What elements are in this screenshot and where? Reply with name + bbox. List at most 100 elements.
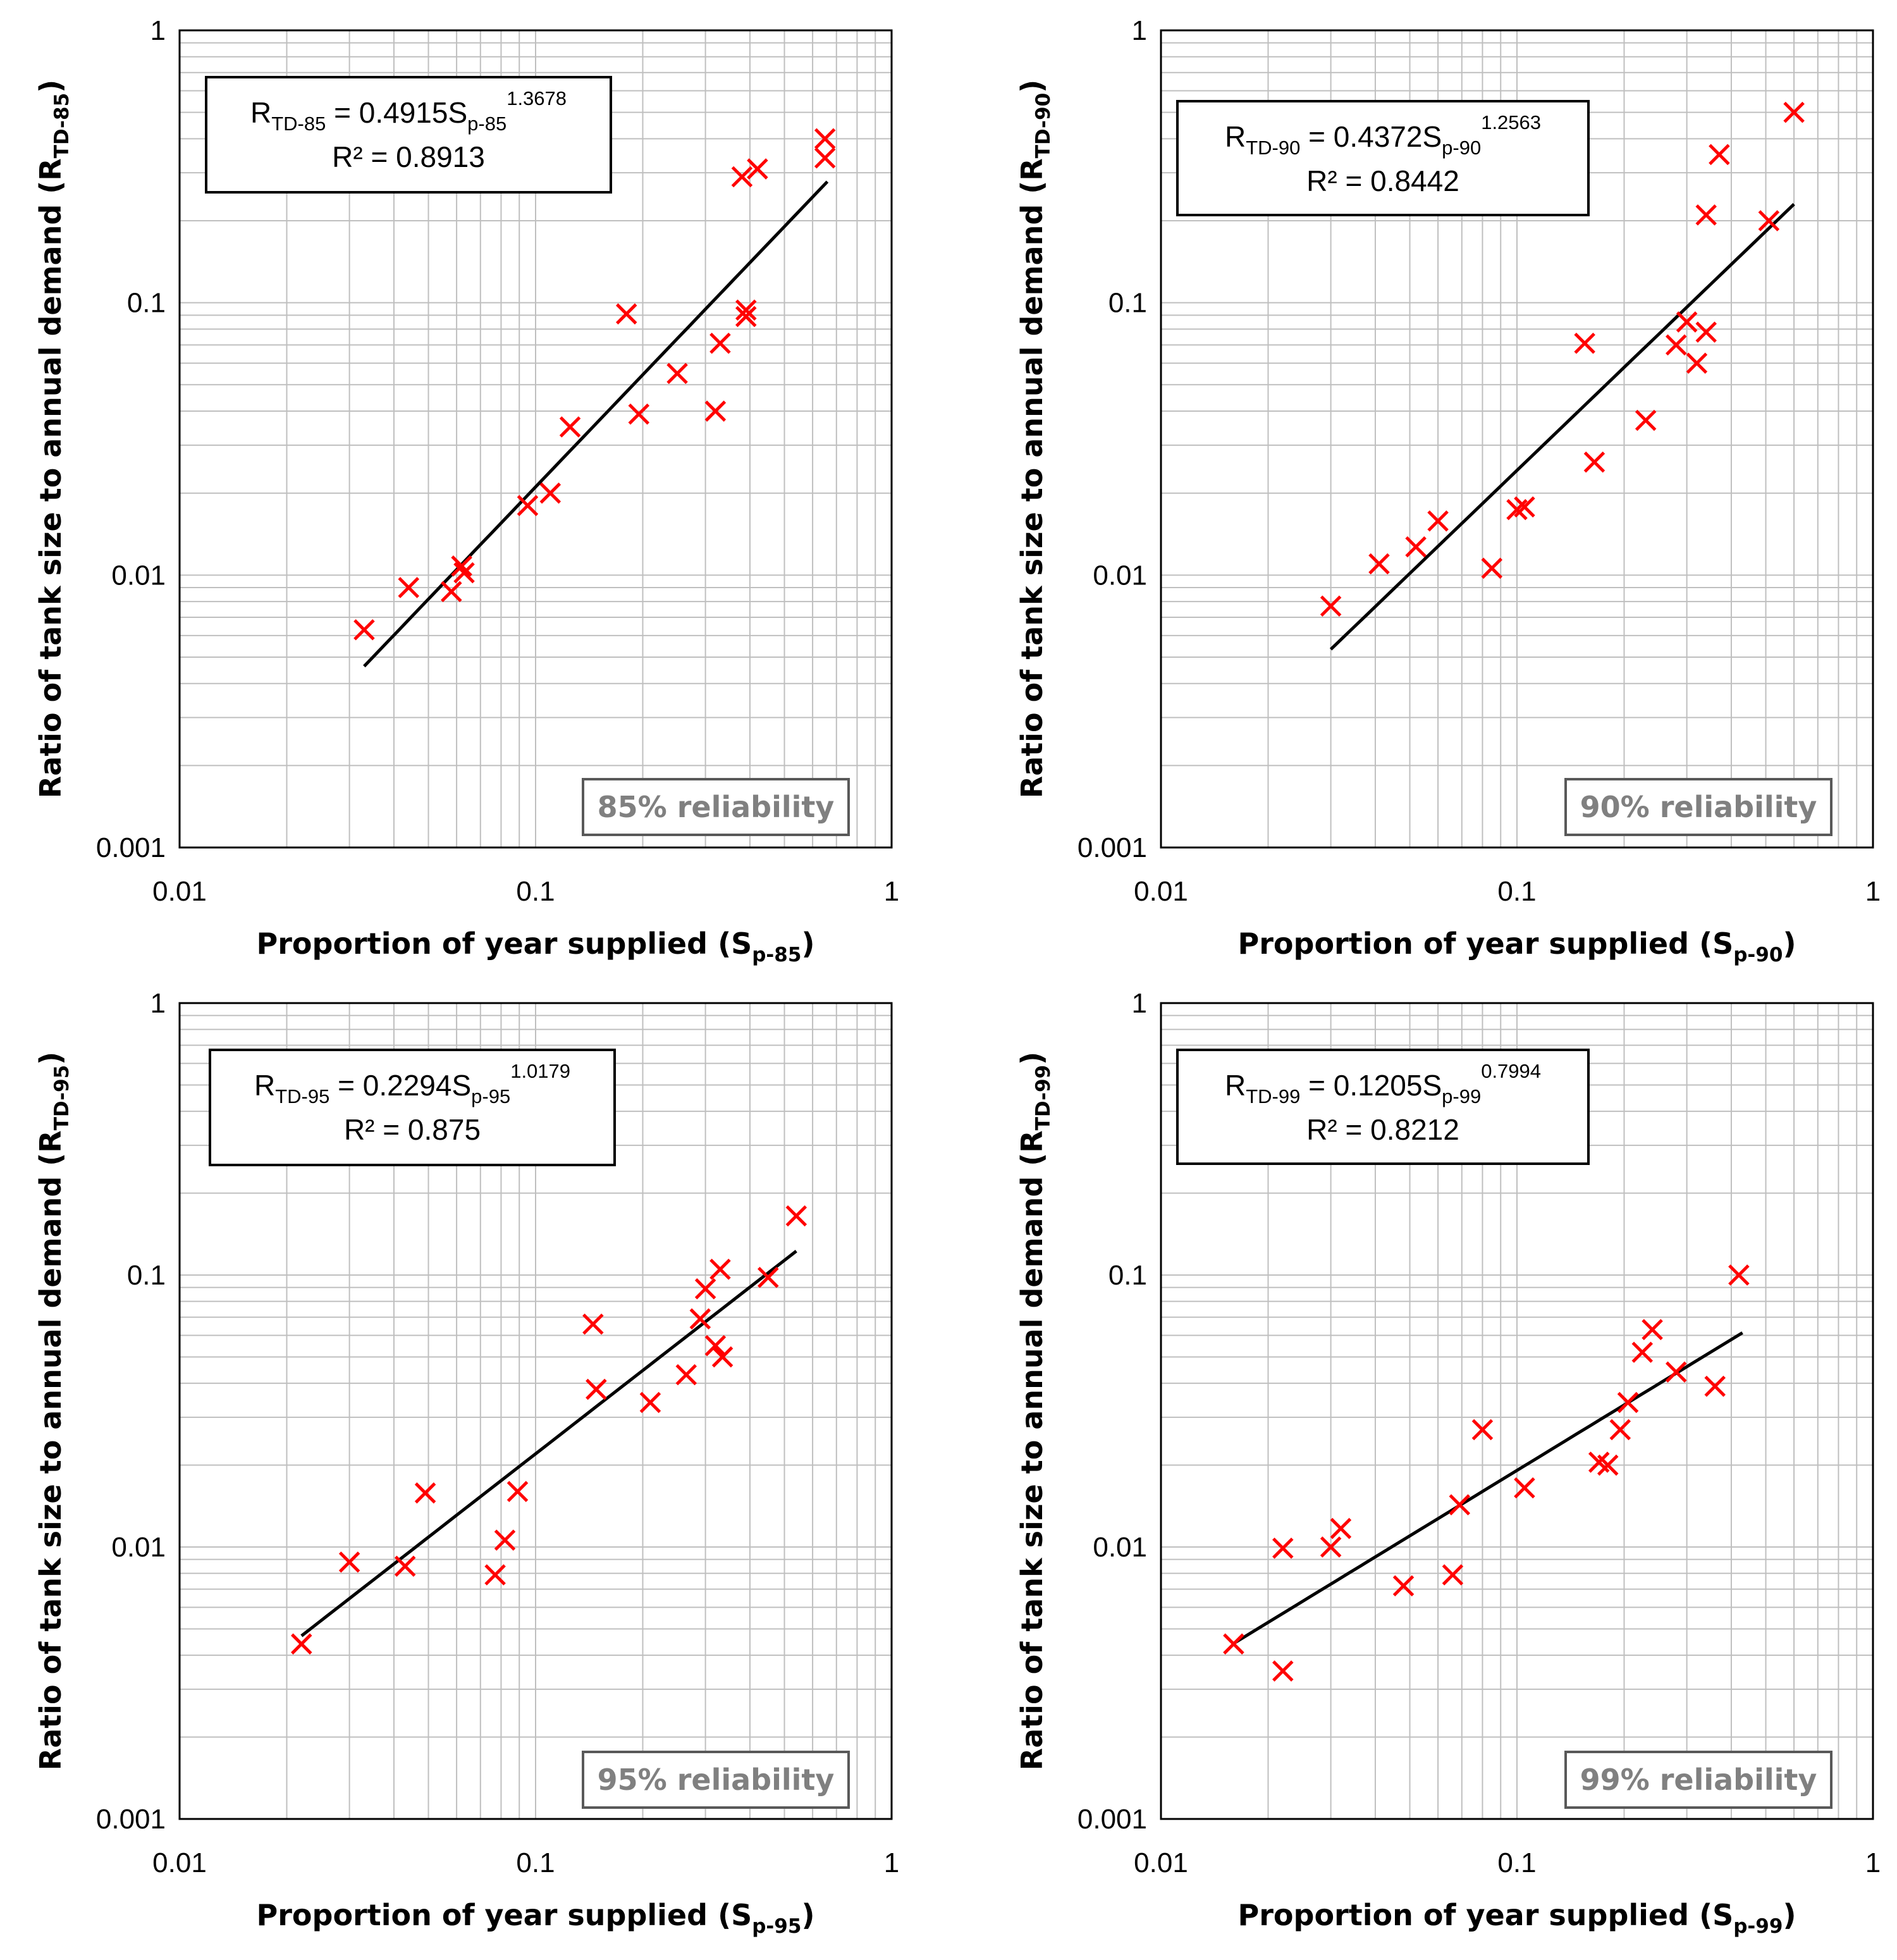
plot-area-frame (178, 1002, 893, 1820)
data-point (1609, 1419, 1631, 1441)
x-axis-label-subscript: p-99 (1733, 1915, 1783, 1938)
data-point (709, 332, 731, 354)
equation-exponent: 1.3678 (506, 87, 567, 109)
data-point (338, 1551, 360, 1573)
y-axis-label: Ratio of tank size to annual demand (RTD… (1015, 80, 1055, 798)
x-axis-label-end: ) (1783, 927, 1796, 961)
equation-variable-subscript: p-99 (1442, 1085, 1481, 1107)
data-point (628, 404, 650, 425)
data-point (1330, 1517, 1352, 1539)
y-tick-label: 0.001 (96, 1804, 166, 1835)
chart-panel-1: 0.01 0.1 1 0.001 0.01 0.1 1 Proportion of year … (34, 15, 899, 966)
x-axis-label-main: Proportion of year supplied (S (1238, 927, 1734, 961)
y-axis-label-main: Ratio of tank size to annual demand (R (34, 1130, 68, 1770)
data-point (1471, 1419, 1494, 1441)
y-axis-label: Ratio of tank size to annual demand (RTD… (34, 80, 73, 798)
x-axis-label-end: ) (801, 927, 814, 961)
x-axis-label: Proportion of year supplied (Sp-90) (1238, 927, 1796, 966)
data-point (731, 166, 753, 188)
x-tick-label: 0.01 (1134, 1847, 1188, 1878)
reliability-box (582, 778, 850, 836)
trend-equation: RTD-95 = 0.2294Sp-951.0179 (254, 1060, 570, 1107)
r-squared-value: R² = 0.8442 (1306, 164, 1459, 197)
equation-coefficient: = 0.4372S (1300, 120, 1442, 153)
data-point (582, 1313, 604, 1335)
data-point (615, 303, 637, 325)
equation-exponent: 1.2563 (1481, 111, 1541, 133)
reliability-label: 85% reliability (598, 790, 835, 824)
data-point (1272, 1538, 1294, 1559)
equation-box (1176, 100, 1590, 216)
y-axis-label-subscript: TD-95 (51, 1065, 73, 1130)
x-axis-label: Proportion of year supplied (Sp-99) (1238, 1898, 1796, 1938)
data-point (414, 1482, 436, 1504)
data-point (559, 416, 581, 438)
x-axis-label-main: Proportion of year supplied (S (257, 1898, 752, 1932)
data-point (586, 1378, 607, 1400)
data-point (735, 299, 757, 321)
reliability-box (1564, 1751, 1833, 1809)
x-axis-label: Proportion of year supplied (Sp-85) (257, 927, 815, 966)
data-point (666, 362, 688, 385)
y-axis-label-subscript: TD-99 (1032, 1065, 1055, 1130)
data-point (785, 1205, 807, 1227)
reliability-box (1564, 778, 1833, 836)
y-tick-label: 1 (150, 15, 166, 46)
x-axis-label-subscript: p-95 (752, 1915, 801, 1938)
data-point (1223, 1633, 1244, 1655)
data-point (1442, 1564, 1464, 1586)
chart-panel-3: 0.01 0.1 1 0.001 0.01 0.1 1 Proportion of year … (34, 988, 899, 1938)
data-point (453, 562, 475, 584)
equation-box (209, 1049, 616, 1166)
equation-lhs: R (250, 96, 271, 129)
data-point (1728, 1264, 1750, 1286)
data-point (484, 1564, 506, 1586)
y-axis-label-main: Ratio of tank size to annual demand (R (1015, 158, 1049, 798)
data-point (735, 305, 757, 328)
data-point (711, 1346, 734, 1368)
data-point (451, 555, 472, 577)
chart-panel-4: 0.01 0.1 1 0.001 0.01 0.1 1 Proportion of year … (1015, 988, 1881, 1938)
reliability-label: 90% reliability (1580, 790, 1817, 824)
reliability-label: 95% reliability (598, 1763, 835, 1797)
data-point (291, 1633, 312, 1655)
x-axis-label-end: ) (1783, 1898, 1796, 1932)
data-point (747, 158, 768, 180)
x-tick-label: 1 (884, 876, 899, 907)
r-squared-value: R² = 0.8212 (1306, 1113, 1459, 1146)
data-point (1783, 101, 1805, 123)
y-tick-label: 0.01 (1093, 560, 1147, 591)
x-axis-label-subscript: p-85 (752, 944, 801, 966)
trendline (363, 180, 829, 668)
equation-box (205, 76, 612, 194)
data-point (1320, 595, 1342, 617)
reliability-label: 99% reliability (1580, 1763, 1817, 1797)
y-axis-label-end: ) (34, 1052, 68, 1065)
data-point (689, 1308, 711, 1330)
y-axis-label-subscript: TD-90 (1032, 93, 1055, 158)
data-point (814, 128, 836, 150)
trendline (1232, 1331, 1743, 1645)
equation-lhs-subscript: TD-99 (1246, 1085, 1300, 1107)
data-point (398, 577, 420, 598)
data-point (394, 1555, 416, 1577)
data-point (539, 482, 562, 504)
trendline (300, 1250, 797, 1637)
y-tick-label: 1 (1132, 15, 1147, 46)
x-tick-label: 0.1 (516, 1847, 555, 1878)
data-point (675, 1364, 697, 1386)
x-tick-label: 1 (884, 1847, 899, 1878)
equation-lhs: R (1225, 120, 1246, 153)
data-point (1427, 510, 1449, 532)
equation-coefficient: = 0.2294S (329, 1069, 471, 1102)
data-point (1695, 204, 1717, 226)
plot-area-frame (1160, 29, 1874, 849)
trendline (1329, 202, 1795, 651)
y-axis-label-end: ) (1015, 80, 1049, 93)
trend-equation: RTD-85 = 0.4915Sp-851.3678 (250, 87, 567, 135)
y-tick-label: 0.001 (96, 832, 166, 863)
data-point (517, 495, 539, 517)
plot-area-frame (178, 29, 893, 849)
data-point (1272, 1660, 1294, 1682)
